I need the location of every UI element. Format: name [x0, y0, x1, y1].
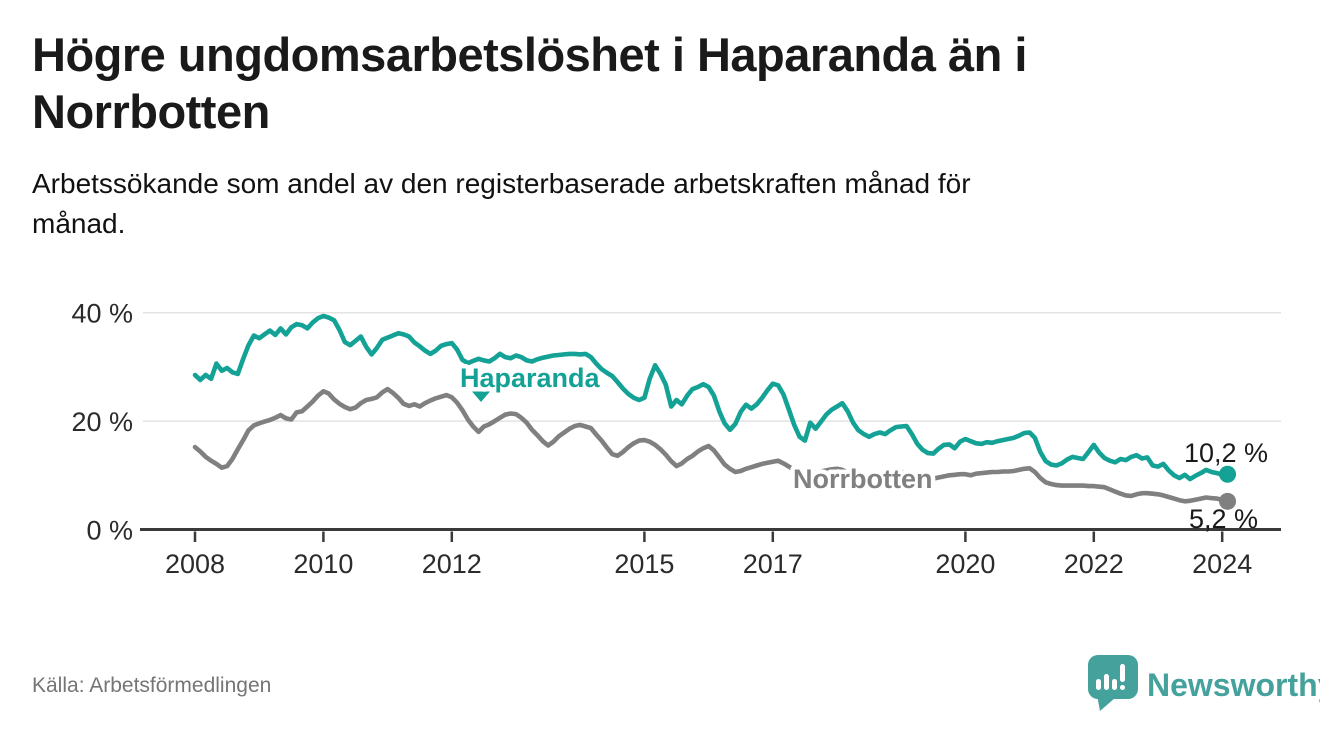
x-tick-label: 2012 — [422, 549, 482, 579]
haparanda-label-pointer-icon — [472, 391, 490, 402]
norrbotten-end-dot — [1219, 492, 1237, 510]
speech-bubble-bar-chart-icon — [1088, 655, 1138, 711]
x-tick-label: 2022 — [1064, 549, 1124, 579]
norrbotten-series-label: Norrbotten — [793, 464, 932, 494]
page-title: Högre ungdomsarbetslöshet i Haparanda än… — [32, 26, 1212, 140]
y-tick-label: 0 % — [86, 516, 133, 546]
haparanda-line — [192, 313, 1230, 482]
x-tick-label: 2010 — [293, 549, 353, 579]
source-note: Källa: Arbetsförmedlingen — [32, 674, 272, 697]
chart-subtitle-line-1: Arbetssökande som andel av den registerb… — [32, 168, 971, 199]
chart-subtitle-line-2: månad. — [32, 208, 126, 239]
y-tick-label: 40 % — [71, 299, 133, 329]
x-tick-label: 2017 — [743, 549, 803, 579]
haparanda-series-label: Haparanda — [460, 363, 601, 393]
norrbotten-line — [192, 386, 1230, 504]
page-title-line-2: Norrbotten — [32, 85, 270, 138]
brand-logo: Newsworthy — [1088, 655, 1320, 711]
x-tick-label: 2020 — [935, 549, 995, 579]
x-tick-label: 2024 — [1192, 549, 1252, 579]
x-tick-label: 2015 — [614, 549, 674, 579]
y-tick-label: 20 % — [71, 407, 133, 437]
haparanda-end-value-label: 10,2 % — [1184, 438, 1268, 468]
line-chart: 0 % 20 % 40 % 2008 2010 2012 2015 2017 2020 2022 2… — [71, 299, 1281, 579]
norrbotten-end-value-label: 5,2 % — [1189, 504, 1258, 534]
chart-subtitle: Arbetssökande som andel av den registerb… — [32, 164, 1272, 244]
haparanda-end-dot — [1219, 465, 1237, 483]
x-tick-label: 2008 — [165, 549, 225, 579]
brand-name: Newsworthy — [1147, 667, 1320, 703]
page-title-line-1: Högre ungdomsarbetslöshet i Haparanda än… — [32, 28, 1027, 81]
